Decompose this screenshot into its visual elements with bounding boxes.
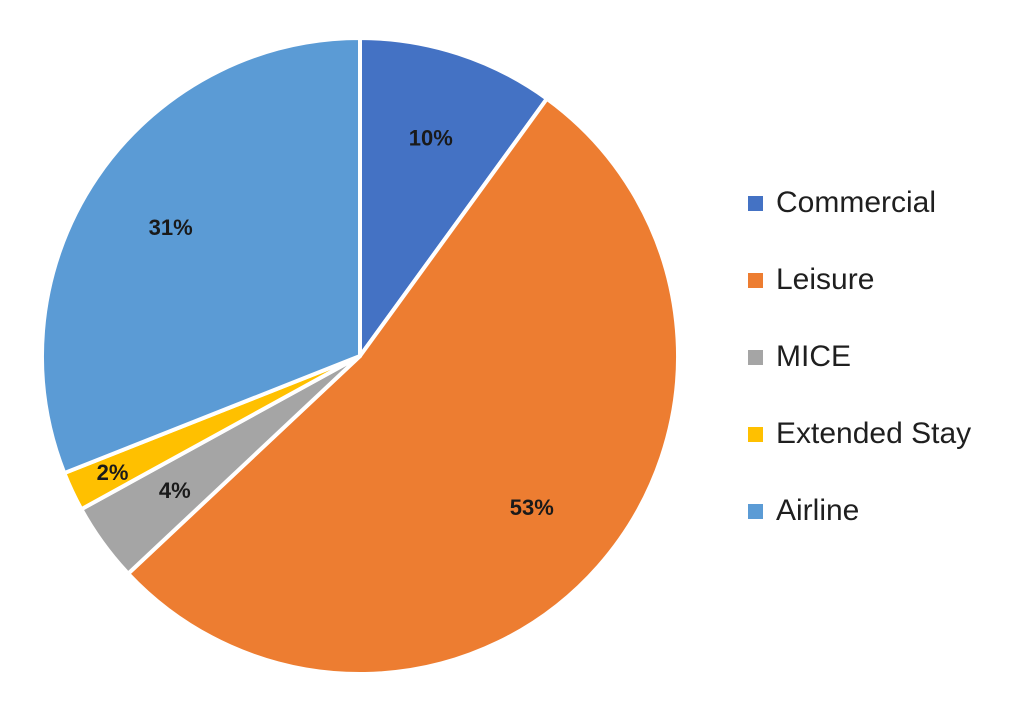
legend-item-mice[interactable]: MICE [748, 337, 1018, 414]
pie-slice-leisure[interactable] [126, 96, 680, 676]
legend-item-commercial[interactable]: Commercial [748, 183, 1018, 260]
legend-label-airline: Airline [776, 494, 860, 527]
data-labels-layer: 10% 53% 4% 2% 31% [97, 126, 554, 520]
data-label-commercial: 10% [409, 126, 453, 151]
data-label-leisure: 53% [510, 495, 554, 520]
data-label-extended-stay: 2% [97, 460, 129, 485]
pie-slice-commercial[interactable] [358, 36, 549, 358]
data-label-mice: 4% [159, 478, 191, 503]
legend-item-leisure[interactable]: Leisure [748, 260, 1018, 337]
legend: Commercial Leisure MICE Extended Stay Ai… [748, 183, 1018, 568]
legend-swatch-commercial [748, 196, 763, 211]
legend-label-commercial: Commercial [776, 186, 937, 219]
legend-label-extended-stay: Extended Stay [776, 417, 972, 450]
legend-label-mice: MICE [776, 340, 851, 373]
legend-item-airline[interactable]: Airline [748, 491, 1018, 568]
pie-slice-airline[interactable] [40, 36, 362, 476]
legend-swatch-airline [748, 504, 763, 519]
slices-layer [40, 36, 680, 676]
legend-label-leisure: Leisure [776, 263, 875, 296]
legend-swatch-leisure [748, 273, 763, 288]
legend-swatch-mice [748, 350, 763, 365]
legend-item-extended-stay[interactable]: Extended Stay [748, 414, 1018, 491]
legend-swatch-extended-stay [748, 427, 763, 442]
data-label-airline: 31% [149, 215, 193, 240]
